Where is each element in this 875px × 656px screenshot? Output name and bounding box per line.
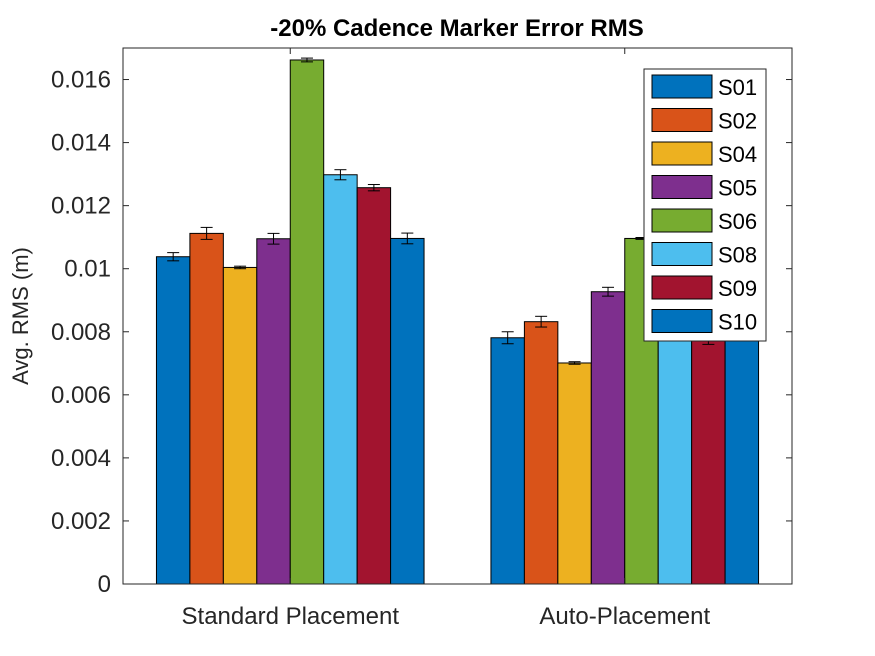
error-bar-s04-auto — [568, 361, 581, 365]
legend-label-s05: S05 — [718, 176, 757, 201]
bar-s08-standard — [323, 174, 358, 585]
bar-s04-auto — [557, 362, 592, 585]
y-axis-label: Avg. RMS (m) — [8, 247, 33, 385]
bar-s08-auto — [657, 299, 693, 585]
error-bar-s01-auto — [501, 331, 514, 345]
legend-label-s02: S02 — [718, 109, 757, 134]
legend-label-s10: S10 — [718, 310, 757, 335]
legend-swatch-s01 — [651, 74, 713, 99]
bar-s01-standard — [155, 256, 191, 585]
bar-s02-standard — [189, 232, 224, 585]
legend-swatch-s04 — [651, 141, 713, 166]
y-tick-label: 0.002 — [51, 508, 111, 535]
x-tick-label: Standard Placement — [182, 603, 400, 630]
x-tick-label: Auto-Placement — [539, 603, 710, 630]
legend-swatch-s09 — [651, 275, 713, 300]
bar-s09-standard — [356, 187, 392, 585]
y-tick-label: 0.014 — [51, 130, 111, 157]
error-bar-s08-standard — [334, 169, 347, 181]
y-tick-label: 0.012 — [51, 193, 111, 220]
tick-labels: Standard Placement Auto-Placement 0 0.002 0.… — [51, 67, 711, 630]
bar-s09-auto — [691, 339, 726, 585]
bar-s02-auto — [523, 321, 559, 585]
bar-s05-standard — [256, 238, 291, 585]
error-bar-s09-standard — [367, 184, 380, 192]
bar-s04-standard — [222, 266, 258, 585]
legend-swatch-s08 — [651, 242, 713, 266]
error-bar-s02-standard — [200, 226, 213, 240]
error-bar-s05-standard — [267, 232, 280, 245]
axes-box — [122, 47, 793, 585]
y-tick-label: 0.006 — [51, 382, 111, 409]
legend-label-s04: S04 — [718, 142, 757, 167]
y-tick-label: 0.008 — [51, 319, 111, 346]
legend-label-s08: S08 — [718, 243, 757, 268]
y-tick-label: 0 — [98, 571, 111, 598]
bar-s06-standard — [289, 59, 325, 585]
legend-swatch-s05 — [651, 175, 713, 199]
legend-swatch-s02 — [651, 108, 713, 132]
y-tick-label: 0.01 — [64, 256, 111, 283]
bar-s10-auto — [724, 299, 760, 585]
axes — [122, 47, 793, 585]
legend-swatch-s06 — [651, 208, 713, 233]
bar-s01-auto — [490, 337, 525, 585]
legend-label-s01: S01 — [718, 75, 757, 100]
legend-label-s06: S06 — [718, 209, 757, 234]
error-bar-s01-standard — [167, 252, 180, 262]
legend-swatch-s10 — [651, 309, 713, 333]
error-bar-s04-standard — [234, 265, 247, 270]
legend-label-s09: S09 — [718, 276, 757, 301]
error-bar-s06-standard — [300, 57, 313, 63]
bar-s10-standard — [390, 237, 425, 585]
bar-s05-auto — [590, 291, 626, 585]
legend: S01 S02 S04 S05 S06 S08 S09 S10 — [643, 68, 767, 342]
error-bar-s10-standard — [401, 232, 414, 245]
chart-title: -20% Cadence Marker Error RMS — [270, 15, 643, 42]
error-bar-s02-auto — [535, 315, 548, 328]
y-tick-label: 0.004 — [51, 445, 111, 472]
y-tick-label: 0.016 — [51, 67, 111, 94]
error-bar-s05-auto — [602, 286, 615, 297]
